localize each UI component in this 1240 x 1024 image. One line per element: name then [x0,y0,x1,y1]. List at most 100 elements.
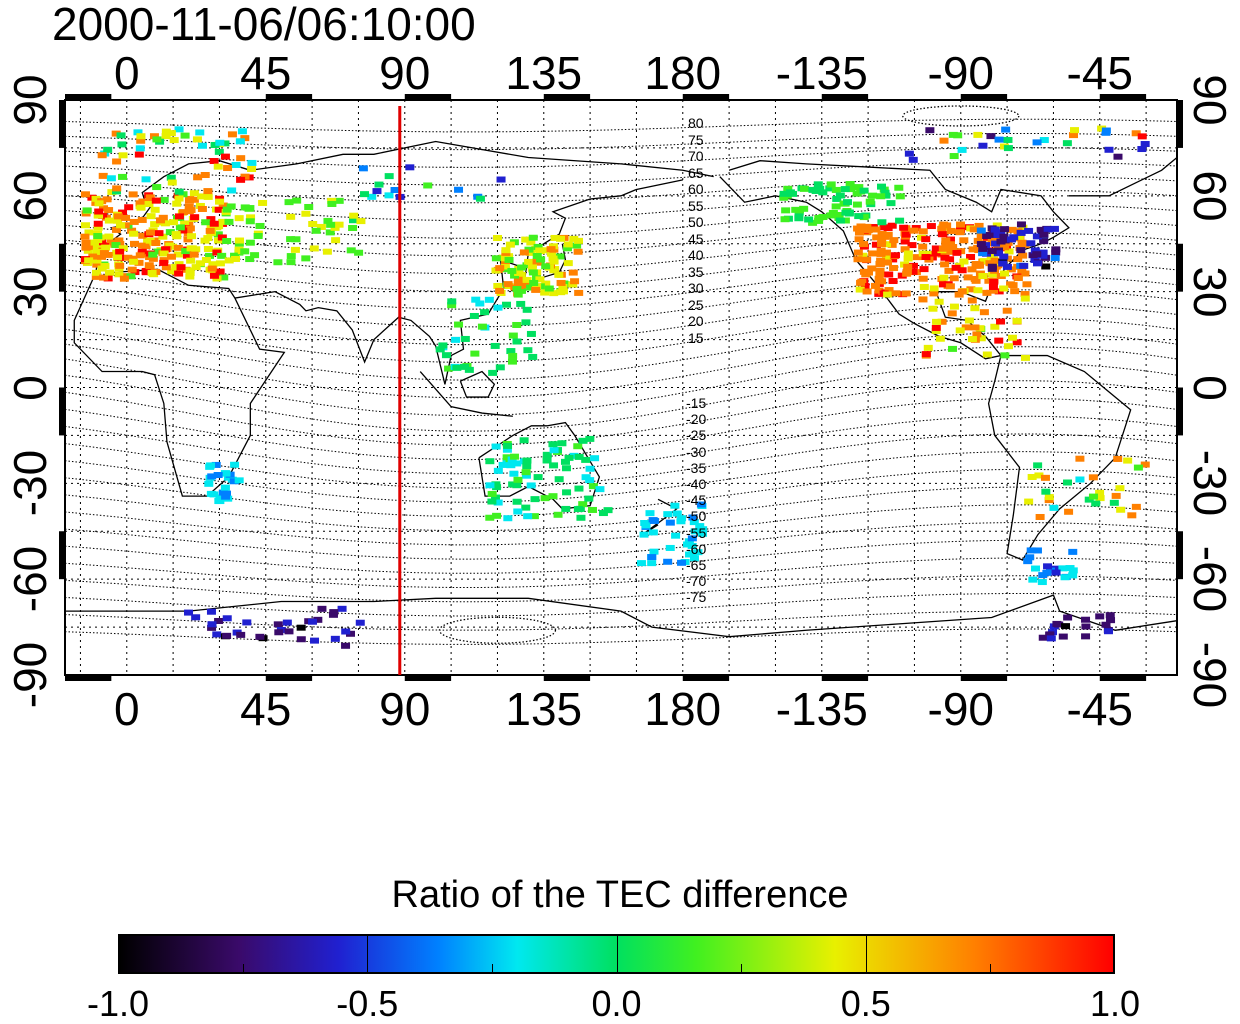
tec-point [562,489,572,496]
tec-point [334,197,344,204]
tec-point [128,255,138,262]
tec-point [452,364,462,371]
tec-point [508,352,518,359]
tec-point [292,197,302,204]
tec-point [203,188,213,195]
tec-point [138,242,148,249]
tec-point [877,278,887,285]
contour-label: -15 [686,395,707,411]
tec-point [514,269,524,276]
tec-point [153,248,163,255]
tec-point [513,291,523,298]
tec-point [181,248,191,255]
tec-point [234,477,244,484]
tec-point [114,237,124,244]
contour-label: 50 [688,214,704,230]
tec-point [235,237,245,244]
tec-point [840,217,850,224]
tec-point [102,196,112,203]
tec-point [161,128,171,135]
tec-point [166,174,176,181]
tec-point [799,185,809,192]
tec-point [698,526,708,533]
tec-point [151,240,161,247]
tec-point [174,261,184,268]
tec-point [195,202,205,209]
tec-point [493,467,503,474]
contour-line [64,317,1178,381]
tec-point [197,205,207,212]
tec-point [683,541,693,548]
contour-label: 75 [688,131,704,148]
colorbar-tick [616,934,618,974]
tec-point [213,472,223,479]
tec-point [880,189,890,196]
tec-point [978,142,988,149]
tec-point [940,261,950,268]
tec-point [496,176,506,183]
contour-line [64,451,1178,503]
tec-point [535,276,545,283]
tec-point [215,494,225,501]
tec-point [976,232,986,239]
tec-point [976,241,986,248]
tec-point [999,285,1009,292]
contour-label: -60 [686,540,707,557]
bottom-axis-bar [960,675,1008,681]
tec-point [178,227,188,234]
tec-point [327,197,337,204]
tec-point [1050,254,1060,261]
contour-line [64,486,1178,532]
tec-point [855,286,865,293]
tec-point [215,268,225,275]
tec-point [1008,282,1018,289]
tec-point [189,251,199,258]
tec-point [670,502,680,509]
contour-line [64,331,1178,399]
tec-point [173,251,183,258]
tec-point [307,618,317,625]
tec-point [212,631,222,638]
tec-point [901,231,911,238]
tec-point [687,542,697,549]
tec-point [195,129,205,136]
tec-point [853,249,863,256]
tec-point [129,218,139,225]
tec-point [286,213,296,220]
tec-point [245,218,255,225]
tec-point [313,616,323,623]
right-axis-bar [1177,531,1183,580]
tec-point [118,173,128,180]
tec-point [925,127,935,134]
tec-point [946,227,956,234]
tec-point [104,217,114,224]
tec-point [1002,307,1012,314]
tec-point [573,506,583,513]
tec-point [92,257,102,264]
tec-point [526,239,536,246]
tec-point [127,266,137,273]
tec-point [1041,488,1051,495]
bottom-lon-tick: -45 [1066,683,1134,735]
tec-point [174,270,184,277]
bottom-axis-bar [821,675,869,681]
tec-point [104,207,114,214]
tec-point [222,238,232,245]
tec-point [214,148,224,155]
tec-point [491,443,501,450]
tec-point [886,200,896,207]
tec-point [81,239,91,246]
tec-point [636,560,646,567]
tec-point [861,256,871,263]
tec-point [447,298,457,305]
tec-point [454,186,464,193]
tec-point [569,452,579,459]
top-lon-tick: 90 [379,47,431,99]
tec-point [1026,547,1036,554]
tec-point [926,250,936,257]
tec-point [93,233,103,240]
tec-point [1091,500,1101,507]
tec-point [574,453,584,460]
tec-point [97,265,107,272]
tec-point [512,498,522,505]
